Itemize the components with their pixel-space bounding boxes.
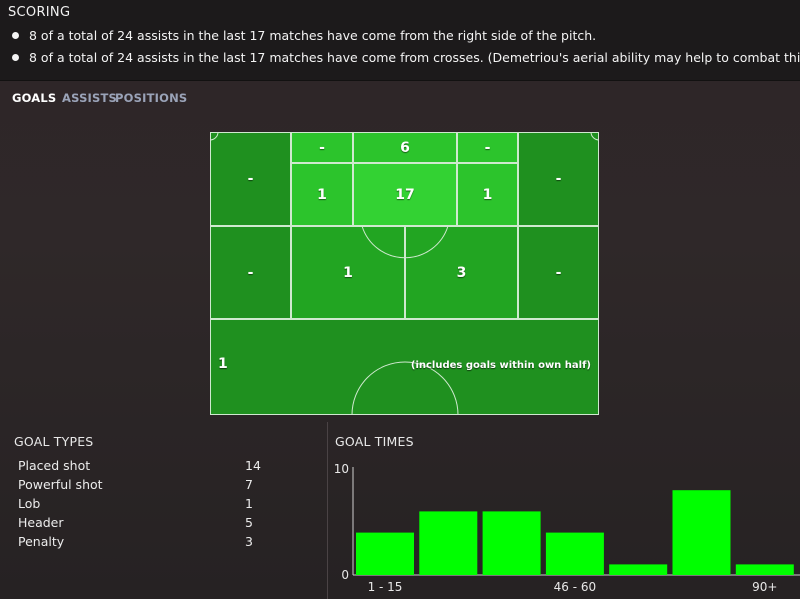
zone-six-yard-right: - — [457, 132, 518, 163]
goal-type-label: Header — [18, 515, 64, 530]
goal-times-bar — [609, 564, 668, 575]
scoring-title: SCORING — [8, 5, 71, 20]
own-half-goal-count: 1 — [218, 356, 228, 372]
goal-times-title: GOAL TIMES — [335, 434, 414, 449]
goal-times-bar — [482, 511, 541, 575]
goal-type-label: Lob — [18, 496, 41, 511]
zone-outside-left: - — [210, 226, 291, 319]
zone-box-right: 1 — [457, 163, 518, 226]
zone-left-wing-final-third: - — [210, 132, 291, 226]
goal-times-bar — [545, 532, 604, 575]
goal-type-value: 1 — [245, 496, 253, 511]
x-tick-label: 46 - 60 — [554, 580, 597, 594]
goal-times-chart: 10 0 1 - 15 46 - 60 90+ — [334, 462, 800, 594]
x-tick-label: 1 - 15 — [368, 580, 403, 594]
goal-type-label: Powerful shot — [18, 477, 103, 492]
corner-arc-right — [590, 132, 599, 141]
goal-times-bar — [356, 532, 414, 575]
goal-type-label: Penalty — [18, 534, 65, 549]
zone-outside-centre-right: 3 — [405, 226, 518, 319]
goal-types-title: GOAL TYPES — [14, 434, 94, 449]
goal-type-value: 7 — [245, 477, 253, 492]
goal-times-bar — [419, 511, 478, 575]
scoring-panel: SCORING 8 of a total of 24 assists in th… — [0, 0, 800, 81]
corner-arc-left — [210, 132, 219, 141]
zone-outside-centre-left: 1 — [291, 226, 405, 319]
pitch-markings — [210, 132, 599, 415]
zone-box-centre: 17 — [353, 163, 457, 226]
scoring-bullet: 8 of a total of 24 assists in the last 1… — [12, 50, 800, 65]
goal-times-bar — [735, 564, 794, 575]
zone-six-yard-left: - — [291, 132, 353, 163]
zone-box-left: 1 — [291, 163, 353, 226]
bullet-dot-icon — [12, 54, 19, 61]
own-half-note: (includes goals within own half) — [410, 360, 591, 371]
bullet-dot-icon — [12, 32, 19, 39]
zone-outside-right: - — [518, 226, 599, 319]
goal-type-value: 3 — [245, 534, 253, 549]
tab-assists[interactable]: ASSISTS — [62, 91, 118, 105]
tab-goals[interactable]: GOALS — [12, 91, 57, 105]
goal-times-bar — [672, 490, 731, 575]
penalty-arc — [361, 225, 449, 259]
zone-six-yard-centre: 6 — [353, 132, 457, 163]
y-tick-label: 10 — [334, 462, 349, 476]
goal-location-pitch: - - 6 - - 1 17 1 - 1 3 - 1 (includes goa… — [210, 132, 599, 415]
scoring-bullet-text: 8 of a total of 24 assists in the last 1… — [29, 50, 800, 65]
y-tick-label: 0 — [341, 568, 349, 582]
zone-right-wing-final-third: - — [518, 132, 599, 226]
scoring-bullet-text: 8 of a total of 24 assists in the last 1… — [29, 28, 597, 43]
goal-type-label: Placed shot — [18, 458, 91, 473]
tab-positions[interactable]: POSITIONS — [115, 91, 188, 105]
x-tick-label: 90+ — [752, 580, 777, 594]
goal-type-value: 5 — [245, 515, 253, 530]
centre-circle — [351, 361, 459, 415]
section-divider — [327, 422, 328, 599]
zone-own-half — [210, 319, 599, 415]
scoring-bullet: 8 of a total of 24 assists in the last 1… — [12, 28, 596, 43]
goal-type-value: 14 — [245, 458, 261, 473]
